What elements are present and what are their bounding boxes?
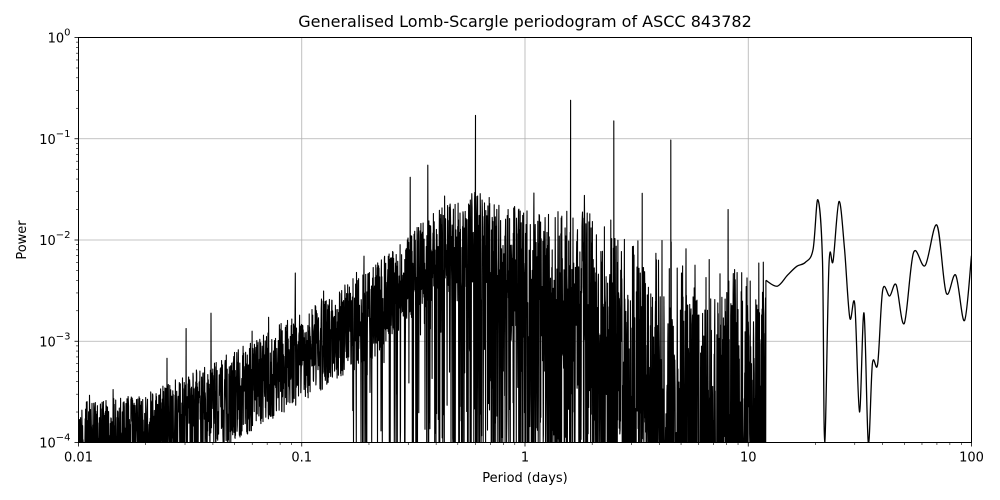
x-tick-label: 10 bbox=[740, 451, 757, 466]
y-tick-label: 10−3 bbox=[39, 331, 70, 350]
x-tick-label: 100 bbox=[959, 451, 984, 466]
y-axis-label: Power bbox=[15, 220, 30, 260]
y-tick-label: 10−1 bbox=[39, 129, 70, 148]
x-tick-label: 0.1 bbox=[291, 451, 312, 466]
y-tick-label: 10−4 bbox=[39, 433, 70, 452]
x-tick-label: 1 bbox=[521, 451, 529, 466]
chart-title: Generalised Lomb-Scargle periodogram of … bbox=[298, 12, 752, 31]
y-tick-label: 100 bbox=[48, 28, 71, 47]
x-tick-label: 0.01 bbox=[64, 451, 93, 466]
y-tick-label: 10−2 bbox=[39, 230, 70, 249]
x-axis-label: Period (days) bbox=[482, 471, 568, 486]
periodogram-series bbox=[78, 99, 972, 443]
